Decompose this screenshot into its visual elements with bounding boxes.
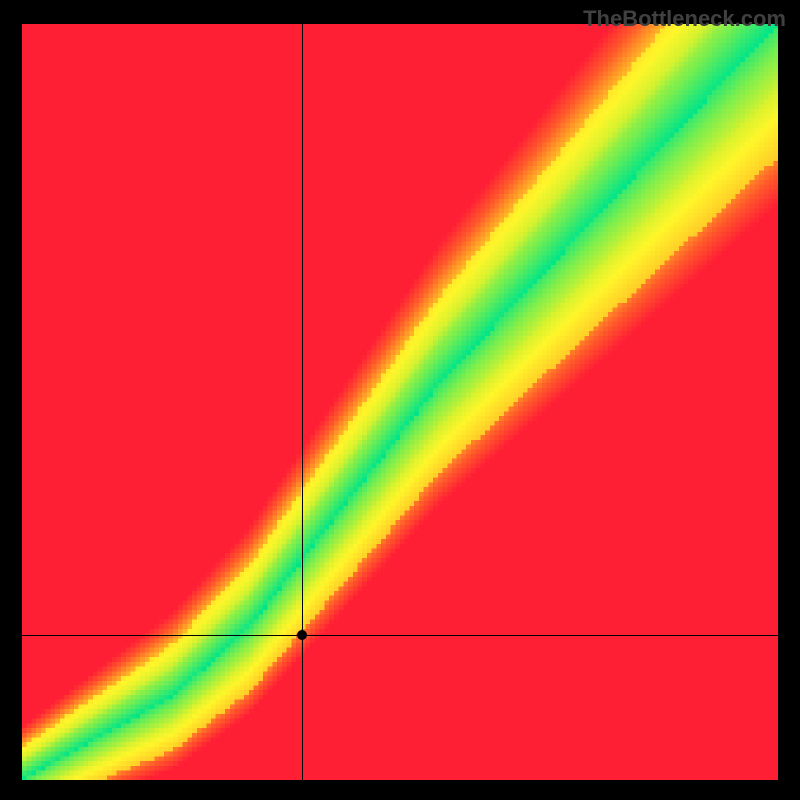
watermark-text: TheBottleneck.com [583,6,786,32]
crosshair-horizontal [22,635,778,636]
heatmap-plot [22,24,778,780]
heatmap-canvas [22,24,778,780]
marker-dot [297,630,307,640]
crosshair-vertical [302,24,303,780]
